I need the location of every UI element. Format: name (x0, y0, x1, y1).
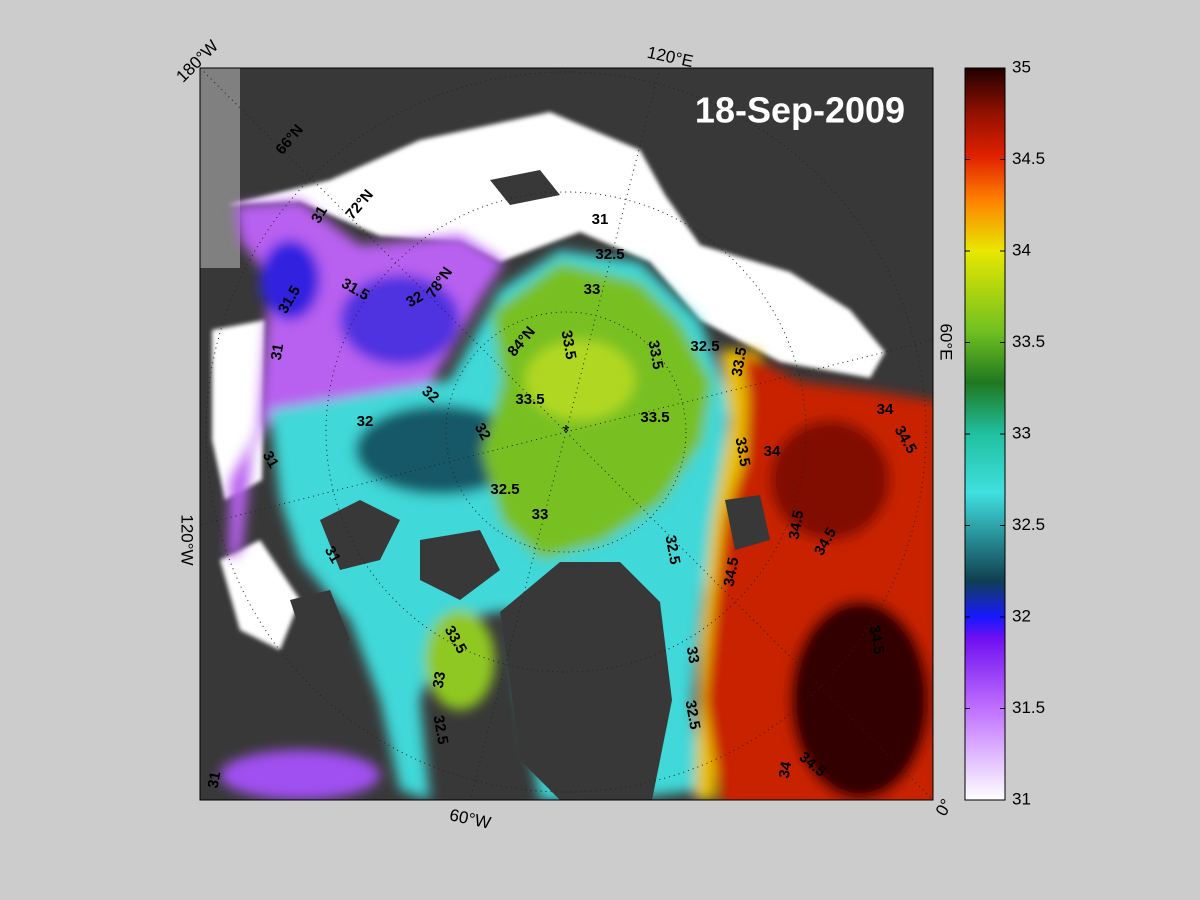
contour-label: 33 (683, 645, 703, 664)
islands (290, 590, 350, 660)
sea-ice (220, 540, 300, 650)
contour-label: 34 (764, 443, 781, 460)
contour-label: 32 (471, 420, 494, 443)
contour-label: 32 (357, 413, 374, 430)
contour-label: 33.5 (640, 409, 669, 426)
meridian (200, 68, 567, 433)
contour-label: 31 (321, 543, 344, 566)
contour-label: 31 (592, 211, 609, 228)
contour-label: 34.5 (786, 509, 808, 541)
colorbar-tick-label: 33 (1012, 423, 1031, 442)
contour-label: 33.5 (515, 391, 544, 408)
fresh-water (220, 750, 380, 800)
graticule-label: 0° (932, 796, 957, 820)
graticule-label: 60°E (937, 323, 956, 360)
fresh-core (260, 240, 320, 320)
graticule (200, 68, 933, 800)
islands (725, 495, 770, 550)
parallel (325, 191, 807, 673)
graticule-label: 60°W (448, 805, 493, 832)
meridian (469, 431, 567, 800)
contour-label: 32.5 (430, 714, 452, 746)
contour-label: 33 (532, 506, 549, 523)
colorbar-tick-label: 35 (1012, 57, 1031, 76)
parallel (445, 311, 687, 553)
contour-label: 31 (205, 770, 225, 789)
contour-label: 33.5 (732, 436, 754, 468)
contour-label: 34 (877, 401, 894, 418)
colorbar (964, 67, 1006, 801)
contour-label: 34.5 (721, 556, 743, 588)
contour-label: 33.5 (558, 329, 580, 361)
colorbar-tick-label: 32 (1012, 606, 1031, 625)
greenland (500, 562, 672, 800)
contour-label: 32.5 (490, 481, 519, 498)
contour-label: 33 (430, 670, 450, 689)
colorbar-tick-label: 31 (1012, 789, 1031, 808)
fresh-core (340, 275, 460, 365)
graticule-label: 120°W (178, 514, 197, 565)
contour-label: 31 (308, 203, 331, 226)
sea-ice (228, 112, 885, 378)
colorbar-tick-label: 33.5 (1012, 332, 1045, 351)
contour-label: 32.5 (662, 534, 684, 566)
colorbar-tick-label: 32.5 (1012, 515, 1045, 534)
colorbar-tick-label: 31.5 (1012, 698, 1045, 717)
contour-label: 34.5 (866, 624, 888, 656)
contour-label: 31 (268, 342, 288, 361)
contour-label: 31 (259, 448, 282, 471)
contour-label: 32.5 (595, 246, 624, 263)
parallel (205, 71, 927, 793)
atlantic-core (425, 610, 495, 710)
contour-label: 32.5 (690, 338, 719, 355)
atlantic-core (525, 340, 635, 420)
contour-label: 34 (776, 760, 796, 780)
islands (490, 170, 560, 205)
colorbar-tick-label: 34 (1012, 240, 1031, 259)
contour-label: 33.5 (729, 346, 751, 378)
contour-label: 33.5 (645, 339, 667, 371)
contour-label: 32 (403, 288, 426, 311)
date-title: 18-Sep-2009 (695, 90, 905, 131)
colorbar-tick-label: 34.5 (1012, 149, 1045, 168)
shelf (200, 68, 240, 268)
map-frame (199, 67, 934, 801)
contour-label: 33 (584, 281, 601, 298)
sea-ice (212, 320, 265, 500)
islands (320, 500, 400, 570)
meridian (565, 339, 933, 433)
pole-marker: * (562, 422, 569, 442)
mid-core (355, 405, 525, 495)
islands (420, 530, 500, 600)
contour-label: 32.5 (682, 699, 704, 731)
warm-core (770, 420, 890, 540)
warm-core (790, 600, 930, 800)
graticule-label: 120°E (645, 43, 694, 71)
